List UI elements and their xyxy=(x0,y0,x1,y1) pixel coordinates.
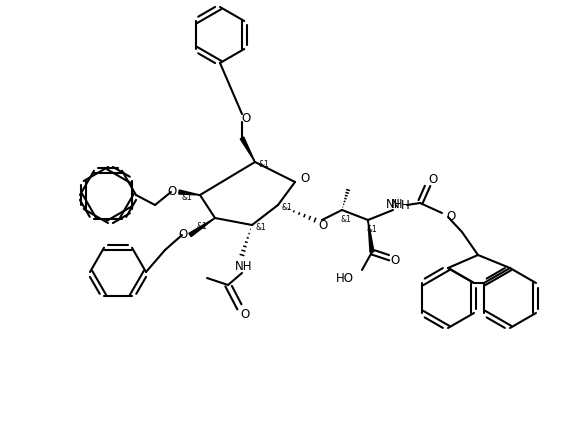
Text: O: O xyxy=(241,112,251,125)
Text: N: N xyxy=(391,198,400,211)
Text: &1: &1 xyxy=(182,193,192,202)
Text: O: O xyxy=(241,309,250,322)
Polygon shape xyxy=(368,220,374,252)
Text: NH: NH xyxy=(235,259,253,272)
Text: &1: &1 xyxy=(196,221,207,231)
Text: O: O xyxy=(300,172,310,185)
Text: O: O xyxy=(391,254,400,267)
Polygon shape xyxy=(179,190,200,195)
Text: O: O xyxy=(167,185,176,198)
Text: O: O xyxy=(318,219,327,232)
Polygon shape xyxy=(189,218,215,237)
Text: &1: &1 xyxy=(256,223,266,232)
Text: O: O xyxy=(446,210,455,223)
Text: &1: &1 xyxy=(366,224,377,233)
Text: NH: NH xyxy=(386,198,404,211)
Text: &1: &1 xyxy=(341,215,351,224)
Text: H: H xyxy=(401,198,410,211)
Text: &1: &1 xyxy=(259,159,269,168)
Text: HO: HO xyxy=(336,271,354,284)
Text: O: O xyxy=(428,172,438,185)
Text: &1: &1 xyxy=(282,202,292,211)
Text: O: O xyxy=(178,228,188,241)
Polygon shape xyxy=(240,137,255,162)
